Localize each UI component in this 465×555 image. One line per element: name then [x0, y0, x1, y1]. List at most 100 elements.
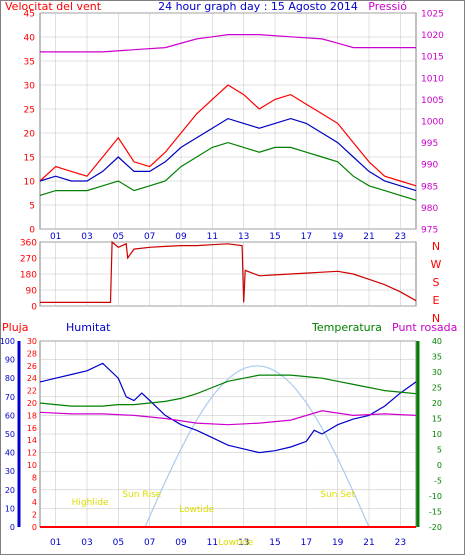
- rain-tick-label: 22: [27, 387, 37, 396]
- time-tick-label: 09: [175, 538, 187, 548]
- wind-speed-label: Velocitat del vent: [5, 0, 102, 13]
- humidity-tick-label: 70: [5, 393, 15, 402]
- time-tick-label: 03: [81, 538, 92, 548]
- direction-grid: [40, 241, 416, 307]
- direction-tick-label: 90: [26, 287, 38, 297]
- temperature-label: Temperatura: [311, 321, 382, 334]
- humidity-tick-label: 80: [5, 374, 15, 383]
- rain-tick-label: 10: [27, 461, 37, 470]
- rain-tick-label: 2: [32, 511, 37, 520]
- compass-letter: W: [431, 258, 442, 271]
- series-humitat: [39, 362, 417, 454]
- rain-tick-label: 20: [27, 399, 37, 408]
- rain-label: Pluja: [2, 321, 28, 334]
- temperature-tick-label: -15: [429, 508, 442, 517]
- time-tick-label: 13: [238, 232, 249, 242]
- direction-axis: 0 90 180 270 360: [20, 239, 37, 313]
- time-tick-label: 21: [363, 538, 374, 548]
- humidity-tick-label: 60: [5, 411, 15, 420]
- rain-tick-label: 14: [27, 436, 37, 445]
- annotation-label: Lowtide: [179, 505, 214, 515]
- compass-letter: N: [432, 312, 440, 325]
- rain-tick-label: 0: [32, 523, 37, 532]
- time-tick-label: 03: [81, 232, 92, 242]
- series-velocitat-del-vent: [39, 84, 417, 187]
- time-tick-label: 05: [113, 538, 124, 548]
- time-tick-label: 11: [207, 232, 218, 242]
- climate-time-axis: 01 03 05 07 09 11 13 15 17 19 21 23: [50, 538, 406, 548]
- pressure-tick-label: 1020: [421, 31, 444, 41]
- humidity-label: Humitat: [66, 321, 111, 334]
- humidity-tick-label: 90: [5, 356, 15, 365]
- time-tick-label: 11: [207, 538, 218, 548]
- wind-tick-label: 40: [24, 34, 36, 44]
- temperature-tick-label: 25: [432, 384, 442, 393]
- pressure-tick-label: 990: [421, 161, 438, 171]
- rain-tick-label: 28: [27, 349, 37, 358]
- humidity-tick-label: 0: [10, 523, 15, 532]
- time-tick-label: 07: [144, 538, 155, 548]
- series-temperatura: [39, 374, 417, 407]
- pressure-tick-label: 975: [421, 226, 438, 236]
- sun-elevation-curve: [144, 365, 370, 528]
- rain-tick-label: 18: [27, 411, 37, 420]
- wind-tick-label: 15: [24, 154, 35, 164]
- series-punt-rosada: [39, 410, 417, 426]
- rain-tick-label: 8: [32, 473, 37, 482]
- direction-tick-label: 0: [31, 303, 37, 313]
- temperature-tick-label: 5: [437, 446, 442, 455]
- wind-plot-area: [39, 12, 417, 230]
- annotation-label: Sun Rise: [122, 490, 161, 500]
- temperature-axis: -20 -15 -10 -5 0 5 10 15 20 25 30 35 40: [416, 337, 442, 532]
- time-tick-label: 23: [395, 232, 406, 242]
- pressure-tick-label: 1025: [421, 10, 444, 20]
- humidity-tick-label: 50: [5, 430, 15, 439]
- wind-tick-label: 10: [24, 178, 36, 188]
- pressure-tick-label: 980: [421, 204, 438, 214]
- rain-tick-label: 12: [27, 449, 37, 458]
- pressure-tick-label: 995: [421, 139, 438, 149]
- time-tick-label: 13: [238, 538, 249, 548]
- humidity-axis: 0 10 20 30 40 50 60 70 80 90 100: [0, 337, 21, 532]
- pressure-tick-label: 1015: [421, 53, 444, 63]
- time-tick-label: 15: [269, 232, 280, 242]
- pressure-tick-label: 1000: [421, 118, 444, 128]
- climate-grid: [40, 340, 416, 528]
- sun-arc: [144, 365, 370, 528]
- chart-title: 24 hour graph day : 15 Agosto 2014: [158, 0, 358, 13]
- time-tick-label: 01: [50, 232, 61, 242]
- wind-tick-label: 25: [24, 106, 35, 116]
- temperature-tick-label: 0: [437, 461, 442, 470]
- time-tick-label: 01: [50, 538, 61, 548]
- wind-tick-label: 5: [29, 202, 35, 212]
- wind-tick-label: 0: [29, 226, 35, 236]
- wind-tick-label: 30: [24, 82, 36, 92]
- pressure-tick-label: 985: [421, 182, 438, 192]
- temperature-tick-label: 40: [432, 337, 442, 346]
- direction-tick-label: 180: [20, 271, 37, 281]
- temperature-tick-label: 10: [432, 430, 442, 439]
- wind-tick-label: 20: [24, 130, 36, 140]
- tide-sun-annotations: Highlide Sun Rise Lowtide Lowtide Sun Set: [72, 490, 356, 548]
- humidity-tick-label: 20: [5, 486, 15, 495]
- time-tick-label: 17: [301, 232, 312, 242]
- temperature-tick-label: 35: [432, 353, 442, 362]
- time-tick-label: 05: [113, 232, 124, 242]
- rain-tick-label: 4: [32, 498, 37, 507]
- series-ratxa-m-nima: [39, 141, 417, 201]
- temperature-tick-label: -10: [429, 492, 442, 501]
- climate-series: [39, 362, 417, 528]
- temperature-tick-label: -5: [434, 477, 442, 486]
- temperature-tick-label: 15: [432, 415, 442, 424]
- annotation-label: Highlide: [72, 498, 109, 508]
- rain-tick-label: 6: [32, 486, 37, 495]
- humidity-tick-label: 40: [5, 449, 15, 458]
- time-tick-label: 15: [269, 538, 280, 548]
- direction-series: [40, 240, 417, 303]
- time-tick-label: 17: [301, 538, 312, 548]
- annotation-label: Lowtide: [218, 538, 253, 548]
